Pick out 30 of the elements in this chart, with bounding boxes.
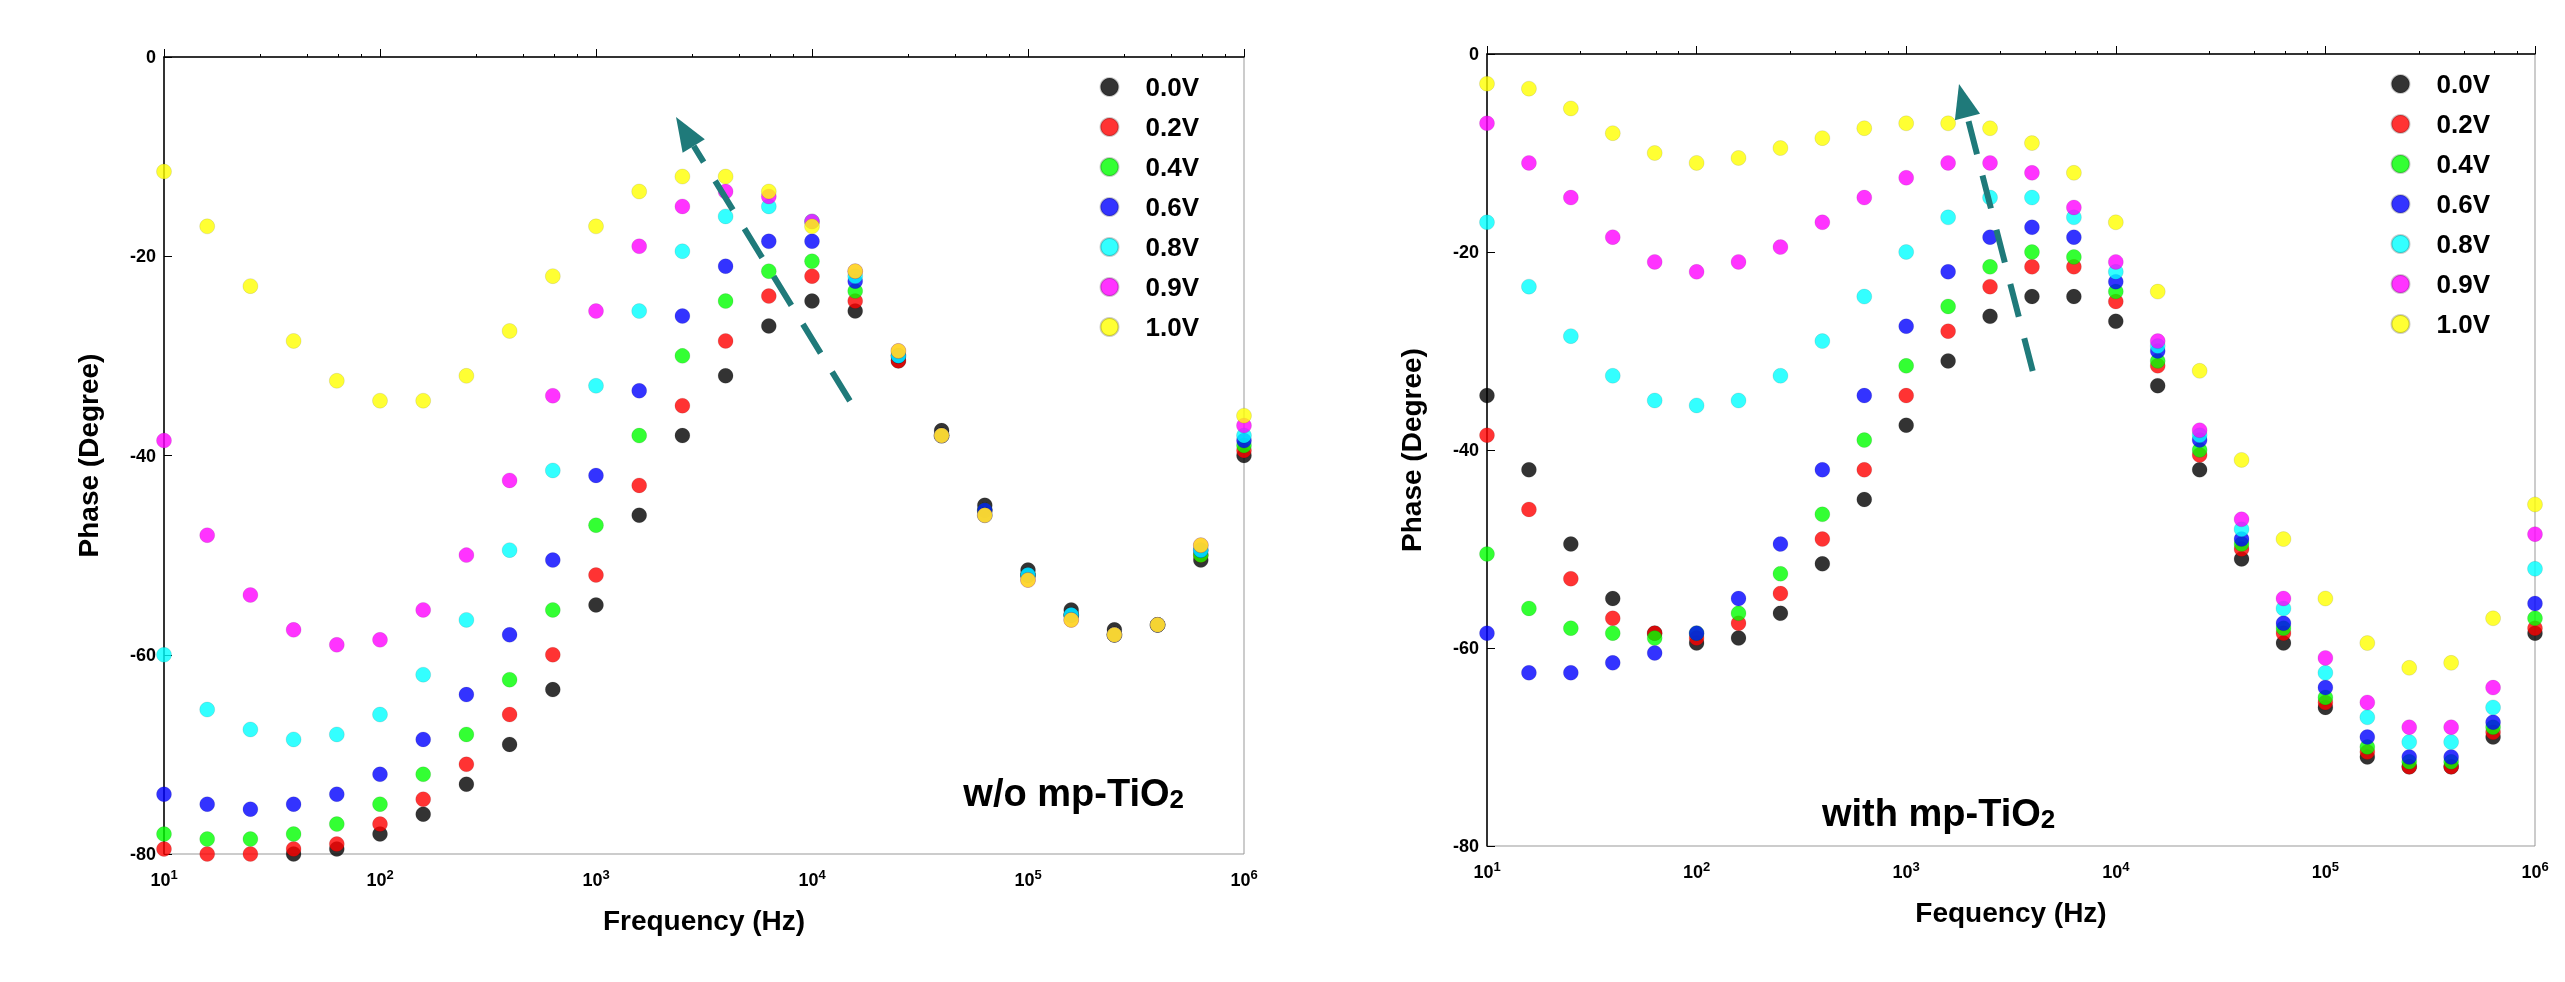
y-tick-label: 0 [1468,44,1479,64]
y-tick-label: -80 [1452,836,1479,856]
x-axis-title: Fequency (Hz) [1915,896,2107,928]
legend-label: 0.8V [2436,229,2491,259]
legend-label: 1.0V [2436,309,2491,339]
legend-label: 0.4V [1145,152,1200,182]
legend-label: 0.6V [1145,192,1200,222]
y-tick-label: -40 [1452,440,1479,460]
legend-label: 0.6V [2436,189,2491,219]
y-tick-label: -60 [1452,638,1479,658]
legend-label: 0.0V [1145,72,1200,102]
y-tick-label: -20 [129,246,156,267]
annotation: w/o mp-TiO2 [962,772,1185,814]
y-axis-title: Phase (Degree) [1395,348,1427,552]
x-axis-title: Frequency (Hz) [602,904,806,936]
y-tick-label: -40 [129,445,156,466]
legend-label: 0.2V [2436,109,2491,139]
legend-label: 1.0V [1145,312,1200,342]
y-axis-title: Phase (Degree) [72,353,104,558]
legend-label: 0.8V [1145,232,1200,262]
legend-label: 0.9V [2436,269,2491,299]
y-tick-label: -20 [1452,242,1479,262]
legend-label: 0.0V [2436,69,2491,99]
legend-label: 0.9V [1145,272,1200,302]
y-tick-label: -80 [129,844,156,864]
legend-label: 0.4V [2436,149,2491,179]
y-tick-label: -60 [129,644,156,665]
legend-label: 0.2V [1145,112,1200,142]
annotation: with mp-TiO2 [1821,792,2056,834]
y-tick-label: 0 [145,47,156,67]
